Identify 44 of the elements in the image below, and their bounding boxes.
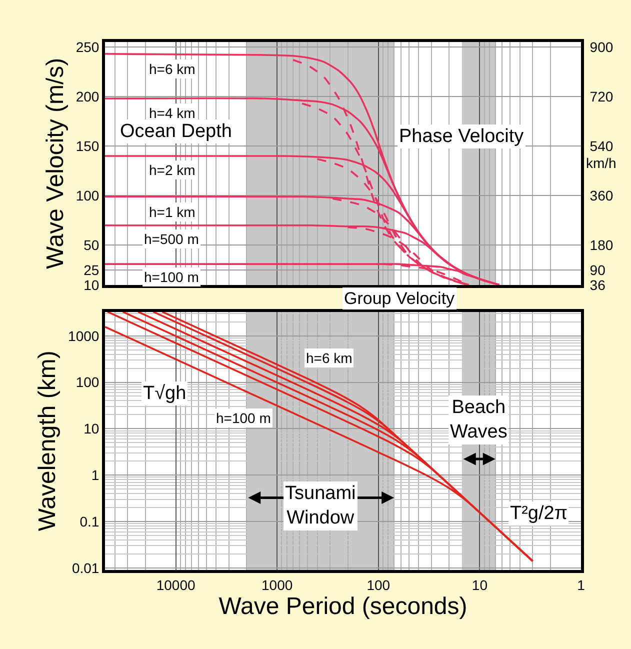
y-tick-label: 250 bbox=[76, 38, 100, 55]
y-tick-label: 0.1 bbox=[80, 513, 100, 530]
y2-tick-label: 180 bbox=[590, 237, 614, 254]
annotation: T²g/2π bbox=[510, 503, 568, 524]
y-axis-title: Wavelength (km) bbox=[34, 350, 62, 532]
annotation: h=100 m bbox=[144, 269, 199, 285]
y-tick-label: 1 bbox=[91, 466, 100, 483]
x-tick-label: 10 bbox=[472, 576, 488, 593]
text: Group Velocity bbox=[344, 289, 456, 308]
x-tick-label: 1000 bbox=[262, 576, 293, 593]
annotation: h=100 m bbox=[216, 410, 271, 426]
annotation: Phase Velocity bbox=[399, 126, 524, 147]
x-tick-label: 100 bbox=[366, 576, 390, 593]
annotation: T√gh bbox=[143, 383, 186, 404]
y2-tick-label: 540 bbox=[590, 138, 614, 154]
y-tick-label: 1000 bbox=[68, 328, 100, 344]
y2-axis-title: km/h bbox=[586, 155, 616, 171]
x-axis-title: Wave Period (seconds) bbox=[218, 593, 468, 620]
annotation: h=2 km bbox=[149, 162, 196, 178]
y2-tick-label: 36 bbox=[590, 276, 606, 293]
x-tick-label: 10000 bbox=[156, 576, 196, 593]
y-tick-label: 200 bbox=[76, 88, 100, 104]
annotation: Ocean Depth bbox=[120, 121, 232, 142]
x-tick-label: 1 bbox=[577, 576, 586, 593]
y-tick-label: 100 bbox=[76, 188, 100, 204]
y2-tick-label: 90 bbox=[590, 262, 606, 278]
band-label: Beach Waves bbox=[450, 397, 508, 443]
annotation: h=6 km bbox=[306, 350, 352, 366]
y2-tick-label: 900 bbox=[590, 38, 614, 55]
y-axis-title: Wave Velocity (m/s) bbox=[42, 58, 69, 270]
y-tick-label: 150 bbox=[76, 138, 100, 154]
annotation: h=1 km bbox=[149, 204, 196, 220]
band-label: Tsunami Window bbox=[285, 483, 356, 529]
y2-tick-label: 720 bbox=[590, 88, 614, 104]
y-tick-label: 10 bbox=[84, 276, 100, 293]
y-tick-label: 0.01 bbox=[72, 560, 100, 576]
y-tick-label: 25 bbox=[84, 262, 100, 278]
annotation: h=6 km bbox=[149, 61, 196, 77]
annotation: h=500 m bbox=[144, 231, 199, 247]
annotation: h=4 km bbox=[149, 105, 196, 121]
y-tick-label: 50 bbox=[84, 237, 100, 254]
y2-tick-label: 360 bbox=[590, 188, 614, 204]
y-tick-label: 100 bbox=[76, 374, 100, 390]
y-tick-label: 10 bbox=[84, 420, 100, 437]
